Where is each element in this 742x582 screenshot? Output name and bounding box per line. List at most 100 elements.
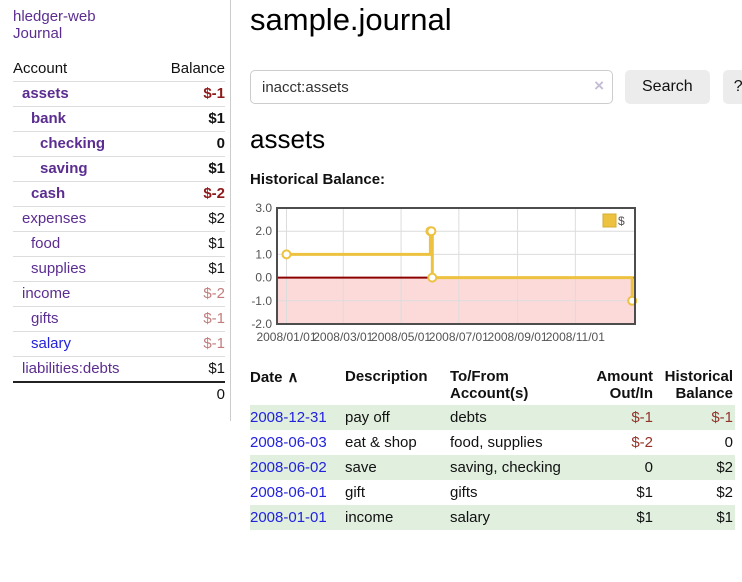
register-row: 2008-06-02 save saving, checking 0 $2: [250, 455, 735, 480]
account-link[interactable]: cash: [31, 185, 66, 202]
register-cell-description: pay off: [345, 409, 390, 426]
legend-label: $: [618, 214, 625, 228]
y-tick-label: 2.0: [255, 224, 272, 238]
register-cell-accounts: debts: [450, 409, 487, 426]
account-row: supplies $1: [13, 256, 225, 282]
register-cell-description: eat & shop: [345, 434, 417, 451]
account-row: checking 0: [13, 131, 225, 157]
x-tick-label: 2008/09/01: [488, 330, 548, 344]
register-header-description: Description: [345, 368, 428, 385]
register-header-balance: Historical Balance: [664, 368, 733, 402]
account-row: income $-2: [13, 281, 225, 307]
register-cell-description: income: [345, 509, 394, 526]
register-cell-date: 2008-06-02: [250, 455, 345, 480]
account-link[interactable]: salary: [31, 335, 72, 352]
account-row: salary $-1: [13, 331, 225, 357]
register-cell-accounts: salary: [450, 509, 491, 526]
register-row: 2008-06-01 gift gifts $1 $2: [250, 480, 735, 505]
account-row: cash $-2: [13, 181, 225, 207]
x-tick-label: 2008/11/01: [546, 330, 605, 344]
help-button[interactable]: ?: [722, 70, 742, 104]
register-cell-date: 2008-12-31: [250, 405, 345, 430]
account-row: bank $1: [13, 106, 225, 132]
register-cell-balance: $1: [716, 509, 733, 526]
register-header-row: Date ∧ Description To/From Account(s) Amo…: [250, 365, 735, 405]
register-header-accounts: To/From Account(s): [450, 368, 529, 402]
register-cell-description: save: [345, 459, 377, 476]
account-balance: $-1: [203, 310, 225, 327]
main-panel: sample.journal × Search ? assets Histori…: [231, 0, 742, 530]
account-link[interactable]: bank: [31, 110, 67, 127]
legend-swatch: [602, 213, 617, 228]
accounts-header-balance: Balance: [170, 60, 225, 77]
account-link[interactable]: income: [22, 285, 71, 302]
account-row: saving $1: [13, 156, 225, 182]
register-cell-balance: 0: [724, 434, 733, 451]
data-point-marker: [426, 226, 437, 237]
register-body: 2008-12-31 pay off debts $-1 $-1 2008-06-03 ea…: [250, 405, 735, 530]
page-title: sample.journal: [250, 2, 452, 37]
accounts-body: assets $-1 bank $1 checking 0 saving $1 cash $-2 e…: [13, 81, 225, 383]
page: hledger-web Journal Account Balance asse…: [13, 0, 742, 530]
register-cell-balance: $-1: [711, 409, 733, 426]
account-balance: $1: [208, 360, 225, 377]
account-link[interactable]: expenses: [22, 210, 87, 227]
register-cell-amount: $1: [636, 509, 653, 526]
data-point-marker: [281, 249, 292, 260]
account-balance: $1: [208, 160, 225, 177]
transaction-date-link[interactable]: 2008-01-01: [250, 509, 327, 526]
search-button[interactable]: Search: [625, 70, 710, 104]
register-row: 2008-12-31 pay off debts $-1 $-1: [250, 405, 735, 430]
account-link[interactable]: assets: [22, 85, 69, 102]
sidebar-item-journal[interactable]: Journal: [13, 25, 63, 42]
app-title-link[interactable]: hledger-web: [13, 8, 96, 25]
y-tick-label: -1.0: [251, 294, 272, 308]
sort-asc-icon: ∧: [287, 369, 299, 386]
account-link[interactable]: gifts: [31, 310, 59, 327]
account-balance: $1: [208, 235, 225, 252]
register-cell-date: 2008-06-01: [250, 480, 345, 505]
x-tick-label: 2008/01/01: [256, 330, 316, 344]
register-cell-amount: $-1: [631, 409, 653, 426]
search-input[interactable]: [250, 70, 613, 104]
accounts-total-value: 0: [216, 386, 225, 403]
register-row: 2008-01-01 income salary $1 $1: [250, 505, 735, 530]
account-heading: assets: [250, 124, 326, 154]
register-cell-date: 2008-01-01: [250, 505, 345, 530]
account-row: gifts $-1: [13, 306, 225, 332]
account-balance: $-1: [203, 85, 225, 102]
account-balance: $1: [208, 110, 225, 127]
account-link[interactable]: saving: [40, 160, 88, 177]
account-balance: $-2: [203, 285, 225, 302]
y-tick-label: 1.0: [255, 247, 272, 261]
register-cell-amount: 0: [644, 459, 653, 476]
register-table: Date ∧ Description To/From Account(s) Amo…: [250, 365, 735, 530]
y-tick-label: -2.0: [251, 317, 272, 331]
y-tick-label: 0.0: [255, 271, 272, 285]
account-link[interactable]: liabilities:debts: [22, 360, 120, 377]
register-cell-accounts: saving, checking: [450, 459, 561, 476]
account-link[interactable]: supplies: [31, 260, 87, 277]
register-cell-accounts: food, supplies: [450, 434, 543, 451]
account-link[interactable]: checking: [40, 135, 106, 152]
account-balance: $-2: [203, 185, 225, 202]
account-link[interactable]: food: [31, 235, 61, 252]
register-cell-date: 2008-06-03: [250, 430, 345, 455]
x-tick-label: 2008/03/01: [313, 330, 373, 344]
transaction-date-link[interactable]: 2008-06-03: [250, 434, 327, 451]
account-balance: $2: [208, 210, 225, 227]
transaction-date-link[interactable]: 2008-06-02: [250, 459, 327, 476]
accounts-header-account: Account: [13, 60, 68, 77]
account-row: expenses $2: [13, 206, 225, 232]
transaction-date-link[interactable]: 2008-06-01: [250, 484, 327, 501]
x-tick-label: 2008/07/01: [429, 330, 489, 344]
balance-chart: 3.0 2.0 1.0 0.0 -1.0 -2.02008/01/012008/03/01…: [251, 201, 638, 344]
transaction-date-link[interactable]: 2008-12-31: [250, 409, 327, 426]
account-row: assets $-1: [13, 81, 225, 107]
register-header-date[interactable]: Date ∧: [250, 369, 299, 386]
clear-search-icon[interactable]: ×: [594, 76, 604, 95]
register-cell-amount: $1: [636, 484, 653, 501]
register-cell-balance: $2: [716, 459, 733, 476]
register-row: 2008-06-03 eat & shop food, supplies $-2 0: [250, 430, 735, 455]
register-cell-amount: $-2: [631, 434, 653, 451]
